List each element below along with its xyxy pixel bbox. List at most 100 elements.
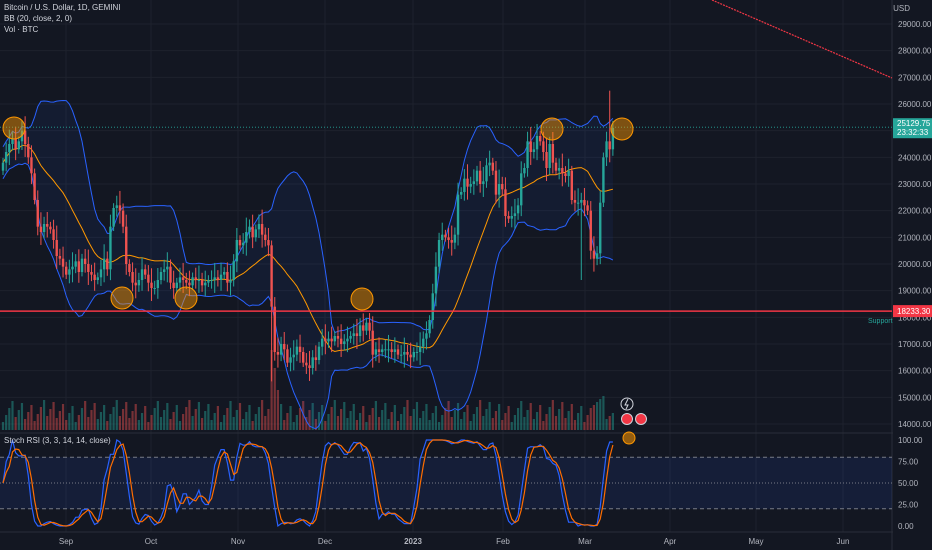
candle-body (194, 277, 197, 280)
volume-bar (374, 401, 377, 430)
candle-body (485, 165, 488, 182)
volume-bar (245, 412, 248, 430)
candle-body (232, 261, 235, 280)
bb-indicator-label[interactable]: BB (20, close, 2, 0) (4, 14, 73, 23)
stoch-tick-label: 100.00 (898, 436, 923, 445)
volume-bar (197, 402, 201, 430)
price-tick-label: 21000.00 (898, 233, 932, 242)
candle-body (324, 338, 327, 342)
candle-body (39, 226, 43, 232)
candle-body (238, 240, 242, 246)
volume-bar (87, 417, 90, 430)
volume-bar (545, 414, 548, 430)
volume-bar (558, 409, 561, 430)
volume-bar (238, 403, 242, 430)
volume-bar (456, 403, 460, 430)
candle-body (172, 282, 175, 288)
volume-bar (74, 422, 77, 430)
candle-body (87, 264, 90, 272)
volume-bar (343, 402, 346, 430)
volume-bar (482, 416, 485, 430)
candle-body (374, 349, 378, 355)
volume-bar (235, 410, 238, 430)
volume-bar (463, 412, 466, 430)
candle-body (526, 141, 529, 168)
volume-bar (532, 419, 535, 430)
candle-body (283, 344, 286, 350)
volume-bar (599, 399, 602, 430)
candle-body (450, 240, 453, 243)
price-tick-label: 26000.00 (898, 100, 932, 109)
volume-bar (308, 410, 311, 430)
volume-bar (39, 407, 43, 430)
highlight-circle (350, 287, 374, 311)
current-price-value: 25129.75 (897, 119, 931, 128)
candle-body (90, 272, 93, 275)
volume-bar (11, 401, 14, 430)
volume-bar (592, 405, 596, 430)
candle-body (83, 258, 87, 264)
candle-body (77, 261, 81, 272)
volume-bar (422, 411, 425, 430)
support-price-tag (893, 305, 932, 318)
volume-bar (232, 417, 235, 430)
volume-bar (358, 413, 362, 430)
volume-bar (384, 403, 387, 430)
candle-body (456, 194, 460, 235)
volume-bar (216, 406, 219, 430)
candle-body (501, 184, 504, 190)
candle-body (68, 269, 71, 275)
volume-bar (428, 420, 431, 430)
volume-bar (106, 421, 109, 430)
volume-bar (150, 415, 153, 430)
candle-body (134, 282, 137, 286)
volume-bar (14, 417, 17, 430)
volume-bar (406, 400, 409, 430)
candle-body (112, 208, 115, 227)
candle-body (396, 349, 400, 355)
volume-bar (409, 416, 412, 430)
volume-bar (396, 421, 400, 430)
volume-bar (27, 412, 30, 430)
candle-body (390, 349, 393, 352)
candle-body (393, 349, 397, 352)
candle-body (431, 293, 434, 320)
candle-body (125, 226, 128, 264)
volume-bar (279, 404, 283, 430)
candle-body (235, 240, 239, 262)
volume-bar (444, 408, 447, 430)
volume-bar (564, 418, 567, 430)
volume-bar (65, 420, 68, 430)
price-tick-label: 18000.00 (898, 313, 932, 322)
candle-body (453, 234, 457, 243)
candle-body (144, 269, 147, 275)
bb-lower-line (2, 162, 614, 430)
symbol-title[interactable]: Bitcoin / U.S. Dollar, 1D, GEMINI (4, 3, 121, 12)
volume-bar (276, 390, 280, 430)
stoch-indicator-label[interactable]: Stoch RSI (3, 3, 14, 14, close) (4, 436, 111, 445)
candle-body (387, 349, 390, 351)
time-tick-label: Nov (231, 537, 245, 546)
candle-body (548, 144, 551, 168)
time-tick-label: 2023 (404, 537, 422, 546)
candle-body (248, 226, 251, 232)
volume-bar (491, 418, 494, 430)
volume-bar (134, 404, 137, 430)
candle-body (362, 325, 365, 331)
candle-body (27, 144, 30, 158)
candle-body (115, 205, 118, 208)
volume-bar (24, 419, 27, 430)
legend-panel: Bitcoin / U.S. Dollar, 1D, GEMINI BB (20… (4, 2, 120, 35)
candle-body (494, 170, 498, 195)
candle-body (279, 344, 283, 355)
volume-bar (523, 417, 526, 430)
candle-body (418, 346, 422, 352)
volume-bar (381, 410, 384, 430)
volume-indicator-label[interactable]: Vol · BTC (4, 25, 39, 34)
candle-body (23, 130, 27, 144)
candle-body (93, 274, 96, 280)
candle-body (491, 162, 494, 171)
volume-bar (611, 413, 614, 430)
